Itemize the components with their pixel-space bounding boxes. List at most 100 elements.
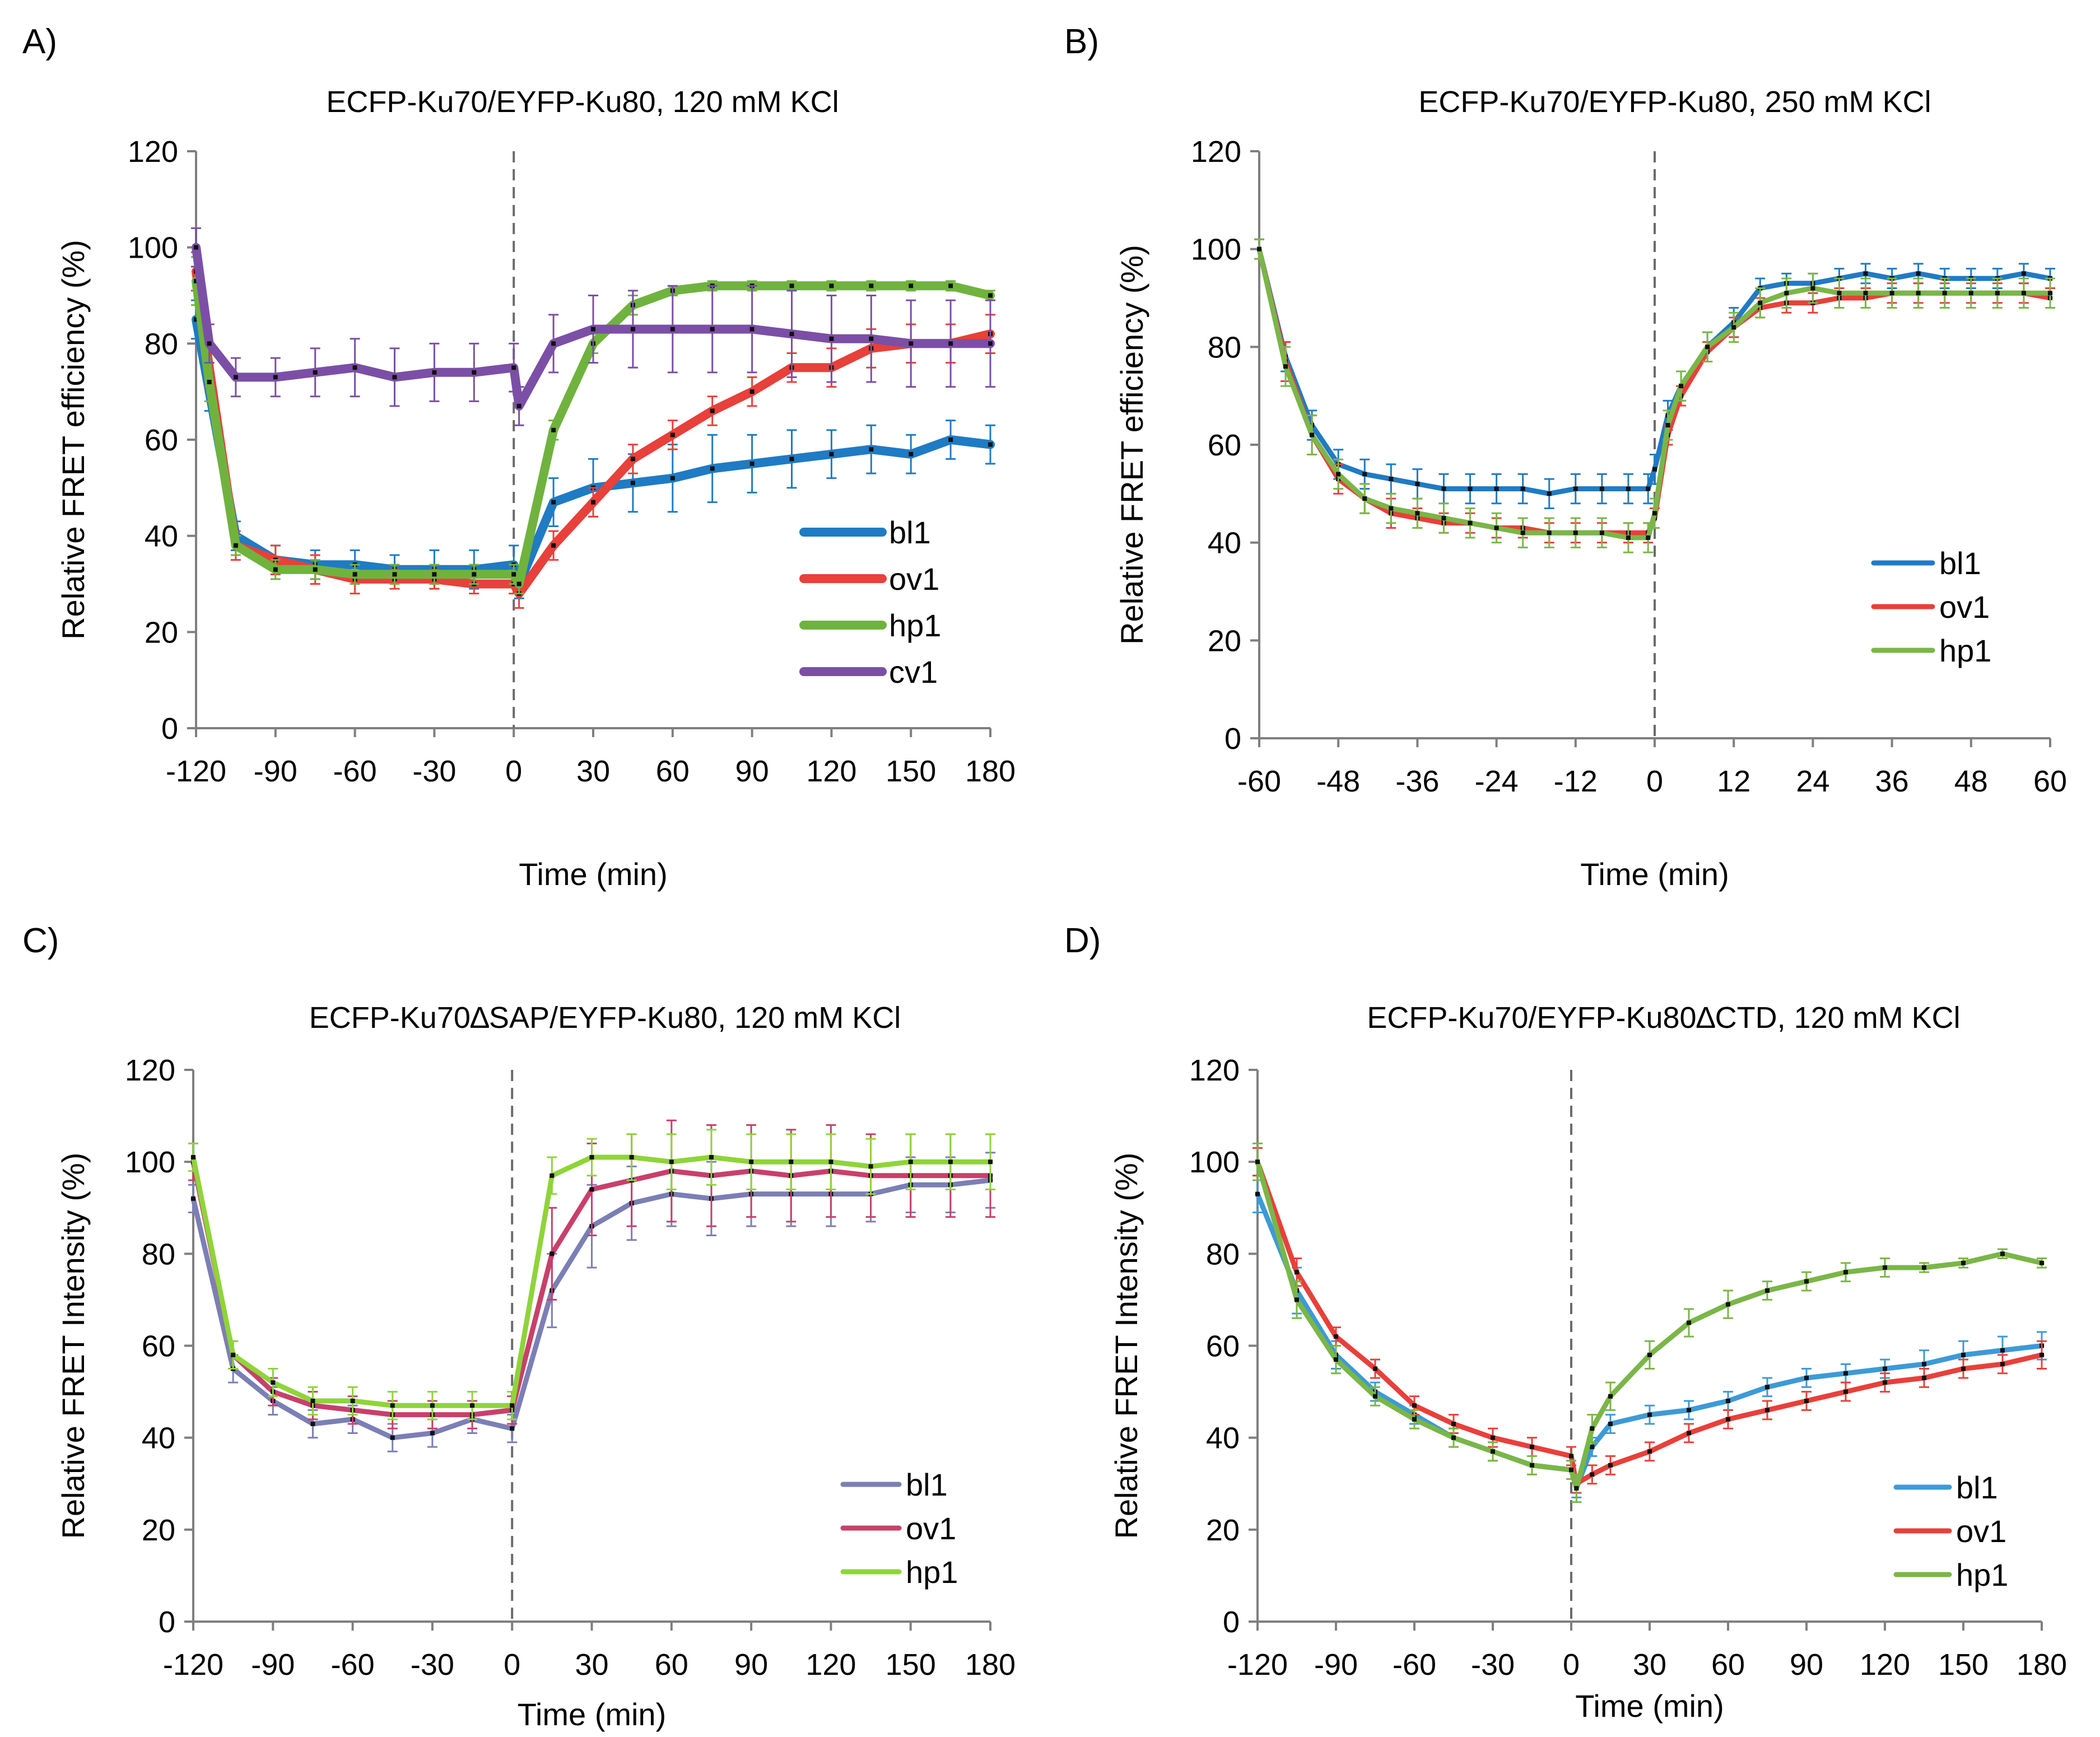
data-point [1599, 530, 1604, 535]
x-tick-label: 30 [576, 755, 610, 788]
y-tick-label: 80 [142, 1237, 175, 1271]
data-point [1652, 511, 1657, 516]
data-point [670, 327, 675, 332]
data-point [207, 341, 212, 346]
x-tick-label: 90 [735, 755, 769, 788]
legend-label-cv1: cv1 [889, 654, 938, 690]
x-tick-label: 180 [965, 1648, 1016, 1682]
legend-label-ov1: ov1 [889, 561, 939, 597]
chart-panel-a: A) ECFP-Ku70/EYFP-Ku80, 120 mM KCl 0 20 40 60… [22, 22, 1016, 892]
data-point [2040, 1352, 2044, 1357]
data-point [670, 432, 675, 437]
data-point [352, 572, 357, 577]
y-tick-label: 80 [1208, 330, 1241, 364]
data-point [1837, 291, 1842, 296]
data-point [1922, 1265, 1926, 1270]
data-point [1922, 1362, 1926, 1367]
y-tick-label: 120 [125, 1054, 175, 1087]
data-point [551, 341, 556, 346]
data-point [350, 1399, 355, 1403]
data-point [709, 1154, 714, 1159]
y-tick-label: 0 [1224, 722, 1241, 756]
chart-panel-b: B) ECFP-Ku70/EYFP-Ku80, 250 mM KCl 0 20 40 60… [1064, 22, 2067, 892]
data-point [1590, 1472, 1595, 1477]
data-point [207, 380, 212, 384]
data-point [589, 1154, 594, 1159]
chart-title: ECFP-Ku70/EYFP-Ku80∆CTD, 120 mM KCl [1367, 1001, 1960, 1035]
x-tick-label: 0 [505, 755, 522, 788]
data-point [909, 283, 914, 288]
y-tick-label: 40 [142, 1422, 175, 1455]
data-point [829, 336, 834, 341]
series-cv1 [191, 227, 995, 426]
data-point [191, 1154, 195, 1159]
data-point [828, 1159, 834, 1165]
data-point [430, 1431, 435, 1436]
data-point [1804, 1279, 1809, 1284]
y-tick-label: 100 [1191, 233, 1241, 267]
y-tick-label: 60 [1206, 1330, 1240, 1363]
data-point [1451, 1422, 1456, 1427]
data-point [789, 1159, 794, 1165]
y-axis-label: Relative FRET Intensity (%) [55, 1153, 91, 1539]
data-point [1843, 1389, 1848, 1394]
x-tick-label: -120 [1227, 1648, 1288, 1682]
data-point [1810, 286, 1815, 291]
x-tick-label: -30 [412, 755, 456, 788]
legend-label-hp1: hp1 [1939, 633, 1991, 668]
y-tick-label: 20 [145, 616, 178, 649]
x-tick-label: -30 [1471, 1648, 1515, 1682]
y-tick-label: 20 [1208, 624, 1241, 658]
panel-label: A) [22, 22, 57, 61]
data-point [1608, 1394, 1613, 1399]
data-point [1687, 1408, 1691, 1413]
data-point [710, 327, 715, 332]
x-tick-label: -90 [254, 755, 297, 788]
x-tick-label: 24 [1796, 765, 1829, 798]
x-tick-label: 30 [1633, 1648, 1666, 1682]
data-point [1687, 1320, 1691, 1325]
x-tick-label: -60 [1237, 765, 1281, 798]
y-tick-label: 60 [142, 1330, 175, 1363]
data-point [390, 1435, 395, 1440]
x-tick-label: 60 [1711, 1648, 1745, 1682]
data-point [1255, 1159, 1260, 1165]
data-point [1530, 1445, 1534, 1450]
x-tick-label: 60 [656, 755, 690, 788]
data-point [1547, 530, 1552, 535]
x-tick-label: -30 [411, 1648, 454, 1682]
legend-label-ov1: ov1 [1956, 1514, 2006, 1549]
data-point [1255, 1191, 1260, 1196]
data-point [749, 461, 755, 466]
data-point [1652, 467, 1657, 472]
data-point [2021, 271, 2026, 276]
data-point [2000, 1362, 2005, 1367]
data-point [1608, 1463, 1613, 1468]
data-point [1468, 486, 1473, 491]
data-point [1883, 1380, 1887, 1385]
x-tick-label: 120 [806, 755, 856, 788]
data-point [829, 283, 834, 288]
y-tick-label: 20 [1206, 1514, 1240, 1547]
data-point [432, 370, 437, 375]
data-point [1961, 1260, 1966, 1265]
data-point [510, 1403, 515, 1408]
y-tick-label: 60 [145, 423, 178, 457]
data-point [1765, 1288, 1770, 1293]
data-point [1491, 1435, 1495, 1440]
data-point [273, 567, 278, 572]
data-point [908, 1159, 913, 1165]
data-point [191, 1196, 195, 1201]
series-hp1 [1252, 1142, 2047, 1503]
data-point [2000, 1251, 2005, 1256]
x-tick-label: -60 [333, 755, 377, 788]
y-tick-label: 20 [142, 1514, 175, 1547]
data-point [1916, 271, 1921, 276]
data-point [1412, 1403, 1417, 1408]
data-point [273, 375, 278, 380]
data-point [1883, 1265, 1887, 1270]
data-point [1451, 1435, 1456, 1440]
data-point [1590, 1445, 1595, 1450]
data-point [1942, 291, 1947, 296]
data-point [550, 1173, 555, 1178]
